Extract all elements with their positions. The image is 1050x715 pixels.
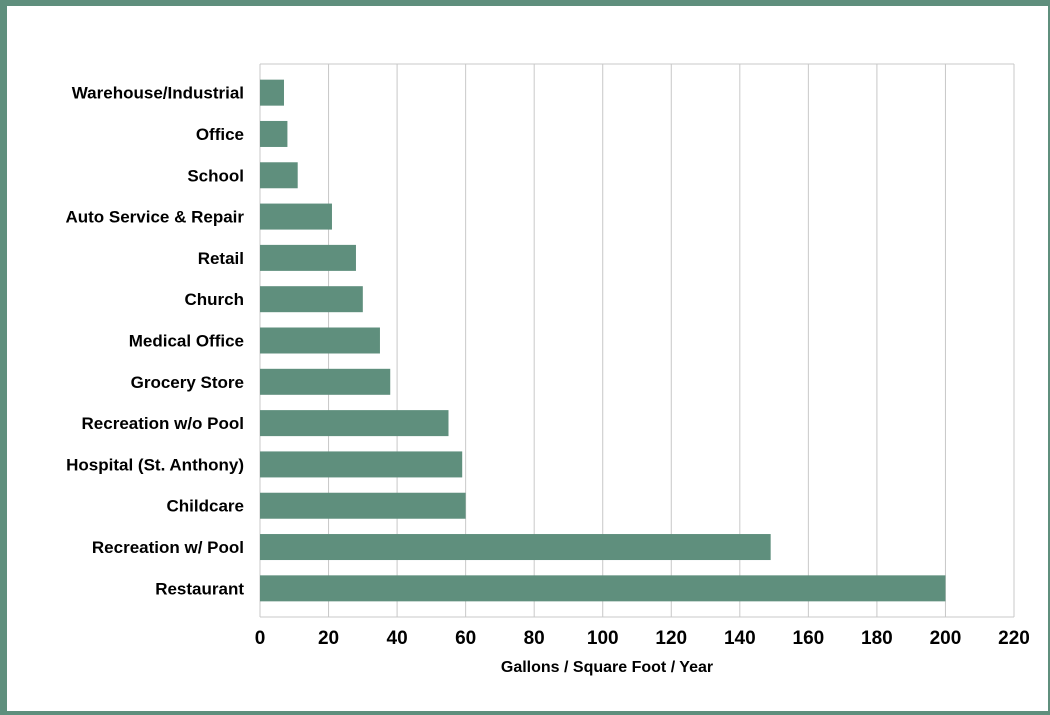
bar	[260, 534, 771, 561]
bar	[260, 410, 449, 437]
category-label: School	[187, 166, 244, 185]
category-label: Recreation w/o Pool	[82, 414, 244, 433]
x-tick-label: 120	[655, 628, 687, 649]
x-tick-label: 100	[587, 628, 619, 649]
category-label: Medical Office	[129, 332, 244, 351]
bar	[260, 162, 298, 189]
bar	[260, 327, 380, 354]
x-tick-labels: 0 20 40 60 80 100 120 140 160 180 200 220	[255, 628, 1030, 649]
category-label: Warehouse/Industrial	[72, 84, 244, 103]
x-tick-label: 160	[793, 628, 825, 649]
gridlines	[259, 63, 1015, 618]
x-tick-label: 140	[724, 628, 756, 649]
category-label: Hospital (St. Anthony)	[66, 455, 244, 474]
x-tick-label: 180	[861, 628, 893, 649]
bar	[260, 120, 288, 147]
bars	[260, 79, 946, 602]
bar	[260, 492, 466, 519]
x-tick-label: 40	[387, 628, 408, 649]
bar	[260, 286, 363, 313]
x-axis-title: Gallons / Square Foot / Year	[501, 659, 713, 676]
x-tick-label: 80	[524, 628, 545, 649]
category-label: Church	[185, 290, 245, 309]
category-labels: Warehouse/Industrial Office School Auto Ser…	[65, 84, 244, 599]
bar	[260, 244, 356, 271]
bar	[260, 368, 391, 395]
x-tick-label: 60	[455, 628, 476, 649]
category-label: Retail	[198, 249, 244, 268]
category-label: Office	[196, 125, 244, 144]
category-label: Recreation w/ Pool	[92, 538, 244, 557]
bar	[260, 203, 332, 230]
x-tick-label: 20	[318, 628, 339, 649]
x-tick-label: 200	[930, 628, 962, 649]
category-label: Auto Service & Repair	[65, 208, 244, 227]
bar	[260, 451, 463, 478]
bar	[260, 575, 946, 602]
bar	[260, 79, 284, 106]
x-tick-label: 0	[255, 628, 266, 649]
category-label: Grocery Store	[131, 373, 244, 392]
x-tick-label: 220	[998, 628, 1030, 649]
category-label: Childcare	[167, 497, 244, 516]
category-label: Restaurant	[155, 579, 244, 598]
